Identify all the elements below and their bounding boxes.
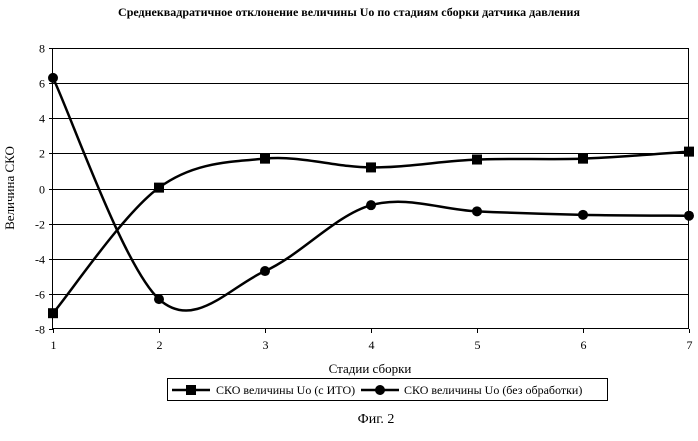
x-tick-label: 3 xyxy=(263,338,269,352)
data-point-series-2 xyxy=(366,200,376,210)
data-point-series-1 xyxy=(472,155,482,165)
y-tick-label: 2 xyxy=(39,147,45,161)
series-line-2 xyxy=(53,78,689,311)
series-line-1 xyxy=(53,152,689,314)
y-tick-label: -8 xyxy=(35,323,45,337)
data-point-series-1 xyxy=(578,154,588,164)
x-axis-label: Стадии сборки xyxy=(329,361,412,376)
data-point-series-1 xyxy=(366,162,376,172)
legend-marker-1 xyxy=(186,385,196,395)
data-point-series-2 xyxy=(578,210,588,220)
data-point-series-1 xyxy=(48,308,58,318)
y-axis-ticks: 8 6 4 2 0 -2 -4 -6 -8 xyxy=(35,42,53,337)
figure-caption: Фиг. 2 xyxy=(358,412,395,427)
chart-title: Среднеквадратичное отклонение величины U… xyxy=(118,5,580,19)
data-point-series-1 xyxy=(260,154,270,164)
y-axis-label: Величина СКО xyxy=(2,146,17,230)
x-tick-label: 5 xyxy=(475,338,481,352)
legend-marker-2 xyxy=(375,385,385,395)
y-tick-label: -4 xyxy=(35,253,45,267)
x-tick-label: 7 xyxy=(687,338,693,352)
data-point-series-2 xyxy=(472,206,482,216)
data-point-series-1 xyxy=(154,183,164,193)
x-tick-label: 6 xyxy=(581,338,587,352)
legend-label-1: СКО величины Uo (с ИТО) xyxy=(216,383,355,397)
data-point-series-2 xyxy=(154,294,164,304)
x-tick-label: 4 xyxy=(369,338,375,352)
legend-label-2: СКО величины Uo (без обработки) xyxy=(404,383,582,397)
series xyxy=(48,73,694,318)
data-point-series-1 xyxy=(684,147,694,157)
y-tick-label: -2 xyxy=(35,218,45,232)
y-tick-label: 8 xyxy=(39,42,45,56)
y-tick-label: 4 xyxy=(39,112,45,126)
data-point-series-2 xyxy=(260,266,270,276)
grid xyxy=(53,84,689,295)
x-tick-label: 2 xyxy=(157,338,163,352)
data-point-series-2 xyxy=(684,211,694,221)
y-tick-label: 0 xyxy=(39,183,45,197)
data-point-series-2 xyxy=(48,73,58,83)
x-tick-label: 1 xyxy=(51,338,57,352)
x-axis-ticks: 1 2 3 4 5 6 7 xyxy=(51,329,693,352)
y-tick-label: 6 xyxy=(39,77,45,91)
y-tick-label: -6 xyxy=(35,288,45,302)
